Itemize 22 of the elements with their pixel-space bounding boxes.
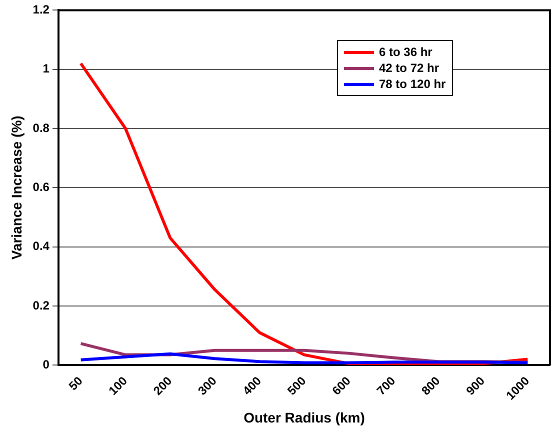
- x-tick-label: 700: [374, 374, 398, 398]
- x-tick-label: 100: [106, 374, 130, 398]
- x-axis-title: Outer Radius (km): [244, 409, 365, 426]
- x-tick-label: 600: [329, 374, 354, 398]
- legend-label: 6 to 36 hr: [379, 45, 432, 59]
- legend-label: 42 to 72 hr: [379, 61, 440, 75]
- x-tick-label: 50: [66, 374, 86, 394]
- y-tick-label: 0.4: [32, 239, 50, 254]
- y-axis-title: Variance Increase (%): [8, 116, 24, 260]
- x-tick-label: 900: [463, 374, 488, 398]
- y-tick-label: 0.6: [32, 180, 50, 194]
- y-tick-label: 0.8: [32, 120, 50, 135]
- x-tick-label: 200: [150, 374, 175, 398]
- y-tick-label: 1.2: [32, 2, 50, 17]
- x-tick-label: 500: [284, 374, 309, 398]
- x-tick-label: 300: [195, 374, 220, 398]
- y-tick-label: 0.2: [32, 298, 50, 312]
- y-tick-label: 1: [42, 62, 50, 76]
- legend-label: 78 to 120 hr: [379, 77, 446, 91]
- x-tick-label: 400: [240, 374, 264, 398]
- y-tick-label: 0: [42, 357, 50, 372]
- x-tick-label: 800: [418, 374, 443, 398]
